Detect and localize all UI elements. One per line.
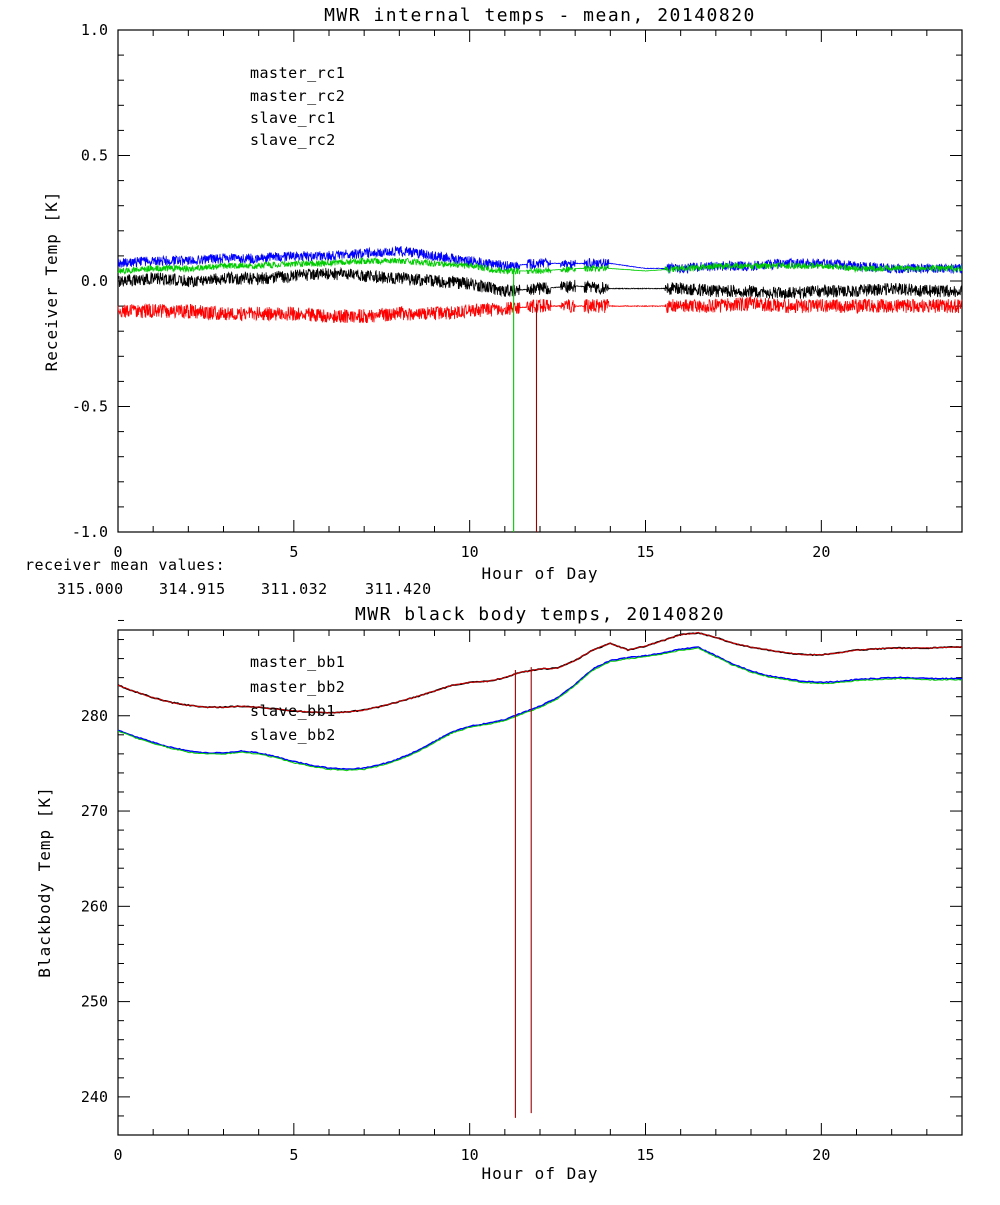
legend-master-rc2: master_rc2 (250, 87, 345, 105)
mean-value-master-rc1: 315.000 (57, 580, 124, 598)
y-tick-label: 240 (81, 1088, 108, 1106)
legend-master-bb1: master_bb1 (250, 653, 345, 671)
axes: 0 5 10 15 20 -1.0 -0.5 0.0 0.5 1.0 (72, 21, 963, 561)
x-tick-label: 5 (289, 543, 298, 561)
bottom-chart-title: MWR black body temps, 20140820 (355, 604, 725, 625)
master_bb1-line (117, 631, 963, 714)
legend-slave-rc2: slave_rc2 (250, 131, 336, 149)
y-tick-label: 0.5 (81, 147, 108, 165)
y-tick-label: 250 (81, 993, 108, 1011)
mean-value-master-rc2: 314.915 (159, 580, 226, 598)
y-tick-label: -1.0 (72, 523, 108, 541)
y-tick-label: 1.0 (81, 21, 108, 39)
legend-master-rc1: master_rc1 (250, 64, 345, 82)
master_rc2-line (117, 296, 963, 324)
mean-value-slave-rc2: 311.420 (365, 580, 432, 598)
x-tick-label: 20 (812, 543, 830, 561)
blackbody-temps-plot: 0 5 10 15 20 240 250 260 270 280 (81, 619, 963, 1164)
slave_bb1-line (117, 646, 963, 770)
receiver-temps-plot: 0 5 10 15 20 -1.0 -0.5 0.0 0.5 1.0 (72, 21, 963, 561)
master_rc1-line (117, 266, 963, 300)
legend-slave-bb1: slave_bb1 (250, 702, 336, 720)
y-tick-label: -0.5 (72, 398, 108, 416)
bottom-x-axis-label: Hour of Day (482, 1164, 599, 1183)
y-tick-label: 280 (81, 707, 108, 725)
x-tick-label: 0 (113, 1146, 122, 1164)
axes: 0 5 10 15 20 240 250 260 270 280 (81, 619, 963, 1164)
y-tick-label: 0.0 (81, 272, 108, 290)
master_bb2-line (117, 631, 963, 714)
mean-value-slave-rc1: 311.032 (261, 580, 328, 598)
top-x-axis-label: Hour of Day (482, 564, 599, 583)
receiver-mean-values-label: receiver mean values: (25, 556, 225, 574)
x-tick-label: 20 (812, 1146, 830, 1164)
legend-slave-rc1: slave_rc1 (250, 109, 336, 127)
slave_rc2-line (117, 257, 963, 275)
y-tick-label: 260 (81, 897, 108, 915)
legend-master-bb2: master_bb2 (250, 678, 345, 696)
bottom-y-axis-label: Blackbody Temp [K] (35, 786, 54, 977)
x-tick-label: 0 (113, 543, 122, 561)
x-tick-label: 5 (289, 1146, 298, 1164)
x-tick-label: 10 (461, 543, 479, 561)
series-group (117, 631, 963, 772)
x-tick-label: 15 (636, 1146, 654, 1164)
slave_bb2-line (117, 647, 963, 772)
x-tick-label: 10 (461, 1146, 479, 1164)
x-tick-label: 15 (636, 543, 654, 561)
top-y-axis-label: Receiver Temp [K] (42, 191, 61, 372)
legend-slave-bb2: slave_bb2 (250, 726, 336, 744)
series-group (117, 245, 963, 324)
y-tick-label: 270 (81, 802, 108, 820)
top-chart-title: MWR internal temps - mean, 20140820 (324, 5, 756, 26)
